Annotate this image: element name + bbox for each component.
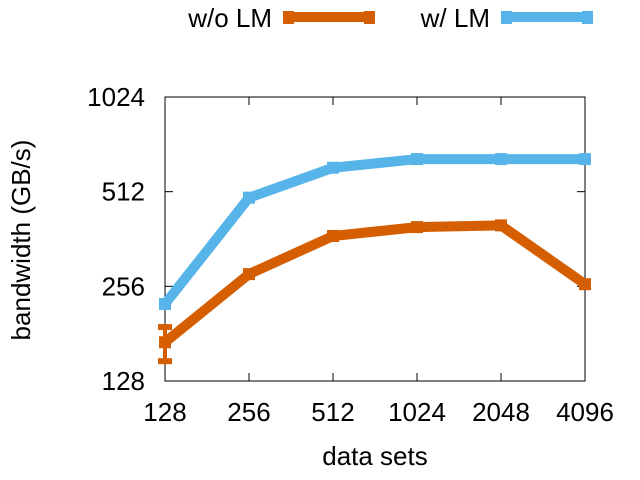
x-axis-title: data sets <box>322 441 428 471</box>
legend: w/o LM w/ LM <box>187 3 593 33</box>
y-tick-label: 256 <box>102 271 145 301</box>
legend-label-w-lm: w/ LM <box>420 3 490 33</box>
x-tick-label: 2048 <box>472 397 530 427</box>
axis-ticks: 128 256 512 1024 128 256 512 1024 2048 4096 <box>87 82 614 427</box>
x-tick-label: 512 <box>311 397 354 427</box>
data-point-w-lm <box>579 153 591 166</box>
y-axis-title: bandwidth (GB/s) <box>6 140 36 341</box>
plot-frame <box>164 96 586 382</box>
data-point-w-lm <box>411 153 423 166</box>
legend-label-wo-lm: w/o LM <box>187 3 272 33</box>
legend-entry-wo-lm: w/o LM <box>187 3 375 33</box>
data-point-w-lm <box>243 191 255 204</box>
data-point-w-lm <box>495 153 507 166</box>
legend-swatch-end-wo-lm <box>283 11 294 24</box>
legend-swatch-end2-wo-lm <box>364 11 375 24</box>
data-point-w-lm <box>159 297 171 310</box>
data-point-wo-lm <box>411 221 423 234</box>
x-tick-label: 256 <box>227 397 270 427</box>
x-tick-label: 128 <box>143 397 186 427</box>
data-point-wo-lm <box>495 219 507 232</box>
data-point-w-lm <box>327 161 339 174</box>
series-line-w-lm <box>161 154 585 308</box>
x-tick-label: 1024 <box>388 397 446 427</box>
series-line-wo-lm <box>161 220 588 347</box>
data-series <box>158 153 591 365</box>
data-point-wo-lm <box>327 230 339 243</box>
y-tick-label: 1024 <box>87 82 145 112</box>
data-point-wo-lm <box>579 278 591 291</box>
legend-swatch-end-w-lm <box>501 11 512 24</box>
y-tick-label: 512 <box>102 177 145 207</box>
y-tick-label: 128 <box>102 366 145 396</box>
legend-swatch-end2-w-lm <box>582 11 593 24</box>
legend-entry-w-lm: w/ LM <box>420 3 593 33</box>
data-point-wo-lm <box>243 268 255 281</box>
x-tick-label: 4096 <box>556 397 614 427</box>
